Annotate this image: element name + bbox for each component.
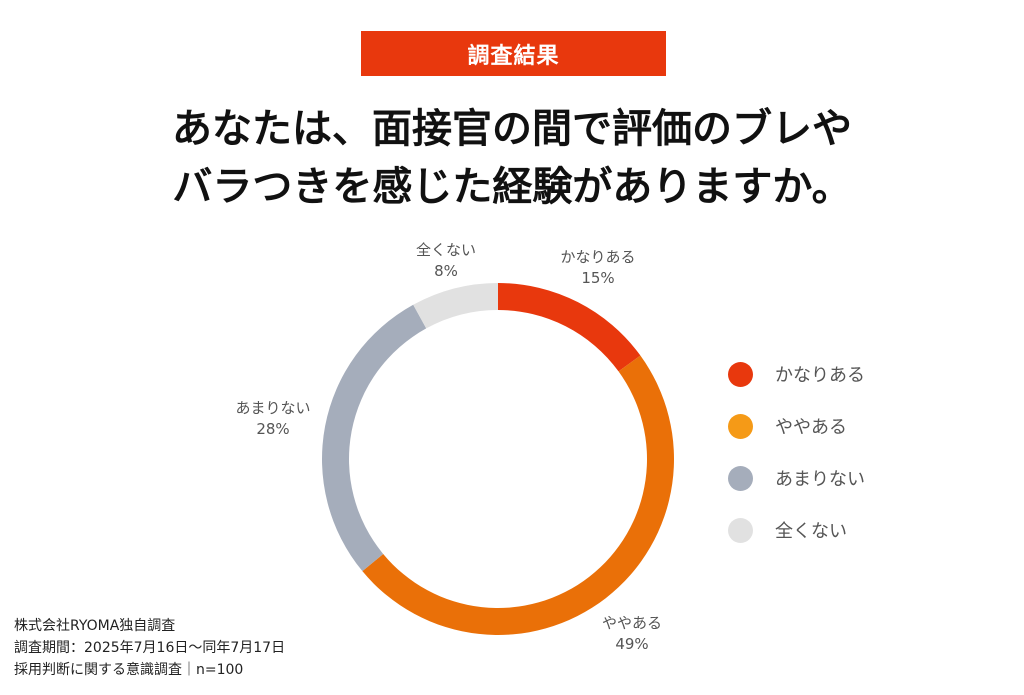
footer-line: 採用判断に関する意識調査｜n=100	[14, 662, 244, 678]
legend-item: かなりある	[728, 348, 865, 400]
legend-swatch	[728, 361, 753, 387]
footer-notes: 株式会社RYOMA独自調査 調査期間：2025年7月16日〜同年7月17日 採用…	[14, 615, 285, 681]
legend: かなりある ややある あまりない 全くない	[728, 348, 865, 556]
slice-label-1: ややある 49%	[601, 614, 663, 653]
footer-line: 株式会社RYOMA独自調査	[14, 618, 176, 634]
legend-swatch	[728, 465, 753, 491]
title-line-2: バラつきを感じた経験がありますか。	[172, 164, 852, 210]
donut-slice-1	[362, 355, 674, 635]
page-title: あなたは、面接官の間で評価のブレや バラつきを感じた経験がありますか。	[0, 100, 1024, 216]
title-line-1: あなたは、面接官の間で評価のブレや	[172, 106, 852, 152]
footer-line: 調査期間：2025年7月16日〜同年7月17日	[14, 640, 286, 656]
donut-slice-3	[413, 283, 498, 329]
slice-label-3: 全くない 8%	[415, 241, 477, 280]
survey-results-badge: 調査結果	[361, 31, 666, 76]
legend-item: ややある	[728, 400, 865, 452]
donut-slice-2	[322, 304, 427, 572]
donut-slice-0	[498, 283, 641, 372]
slice-label-0: かなりある 15%	[560, 248, 636, 287]
legend-swatch	[728, 517, 753, 543]
legend-item: あまりない	[728, 452, 865, 504]
legend-swatch	[728, 413, 753, 439]
slice-label-2: あまりない 28%	[235, 399, 311, 438]
legend-item: 全くない	[728, 504, 865, 556]
